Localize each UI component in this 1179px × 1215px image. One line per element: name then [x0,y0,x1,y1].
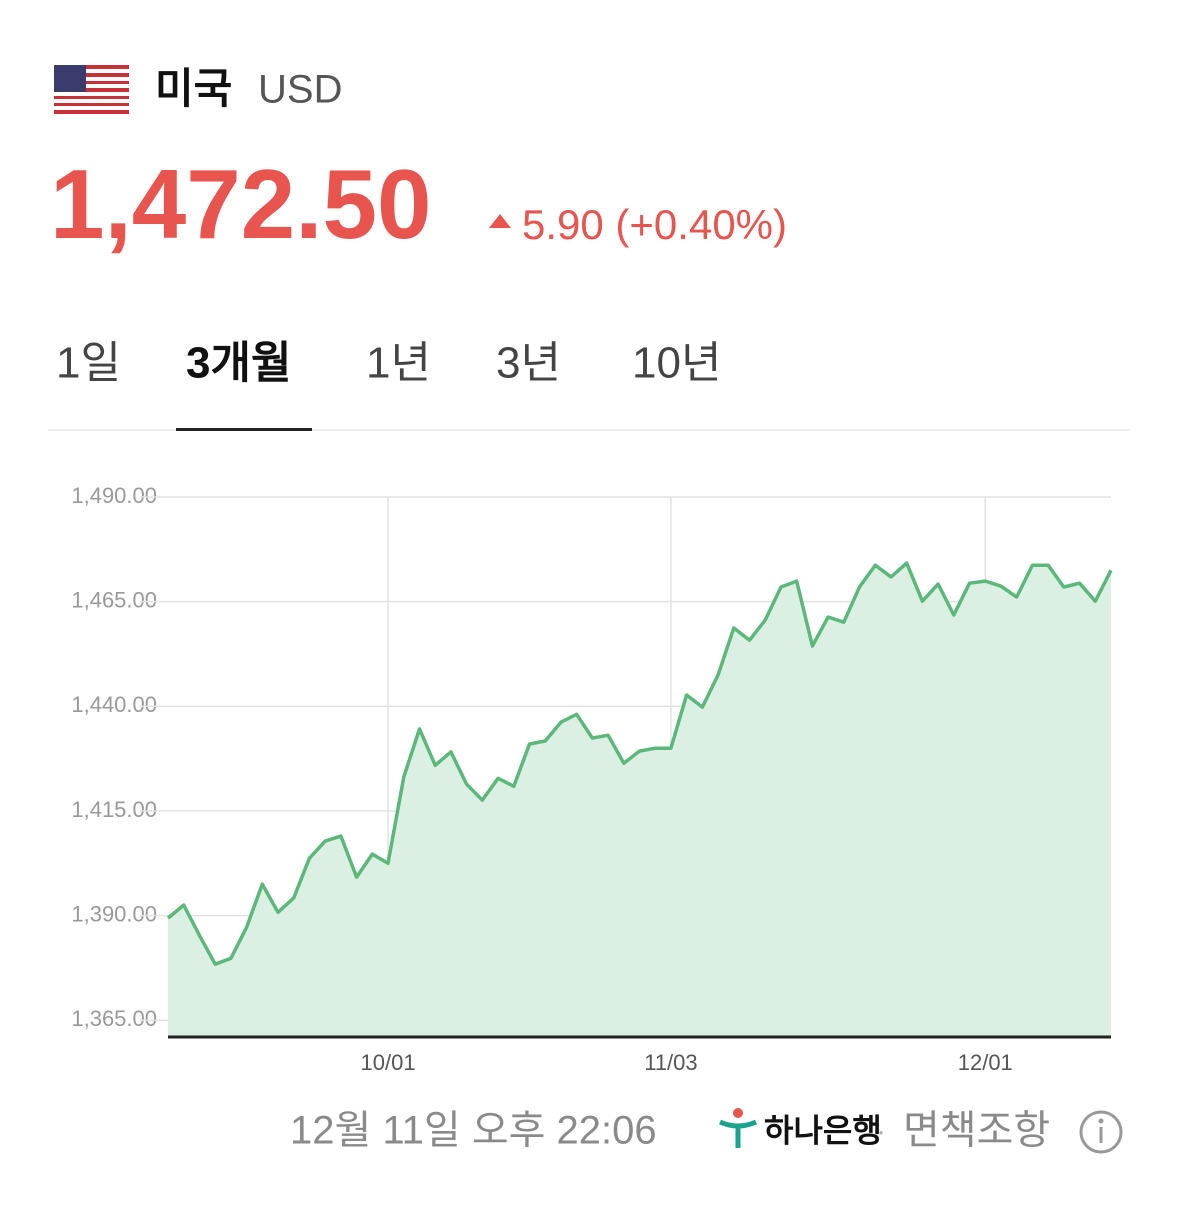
y-tick-label: 1,490.00 [71,483,157,508]
info-icon[interactable] [1079,1110,1123,1154]
tab[interactable]: 3년 [496,339,561,388]
tab[interactable]: 3개월 [186,339,291,388]
x-tick-label: 11/03 [644,1050,697,1075]
bank-logo [718,1108,758,1148]
x-tick-label: 12/01 [958,1050,1013,1075]
change: 5.90 (+0.40%) [522,201,787,248]
tab[interactable]: 1일 [56,339,121,388]
line [166,561,1113,966]
tab[interactable]: 10년 [632,339,721,388]
chart: 1,365.00 1,390.00 1,415.00 1,440.00 1,465.00… [71,483,1113,1075]
y-tick-label: 1,390.00 [71,901,157,926]
up-arrow [489,214,511,228]
area [168,563,1111,1037]
y-tick-label: 1,440.00 [71,692,157,717]
y-tick-label: 1,365.00 [71,1006,157,1031]
disclaimer[interactable]: 면책조항 [903,1109,1050,1153]
price: 1,472.50 [50,149,431,259]
x-tick-label: 10/01 [361,1050,416,1075]
y-tick-label: 1,415.00 [71,797,157,822]
tab[interactable]: 1년 [366,339,431,388]
currency: USD [258,68,342,112]
bank: 하나은행 [764,1112,882,1148]
separator: · [876,1115,886,1148]
country: 미국 [155,65,232,112]
tab-underline [176,428,312,431]
tabs: 1일 3개월 1년 3년 10년 [56,339,721,388]
timestamp: 12월 11일 오후 22:06 [290,1109,657,1153]
y-tick-label: 1,465.00 [71,587,157,612]
us-flag [54,65,129,114]
